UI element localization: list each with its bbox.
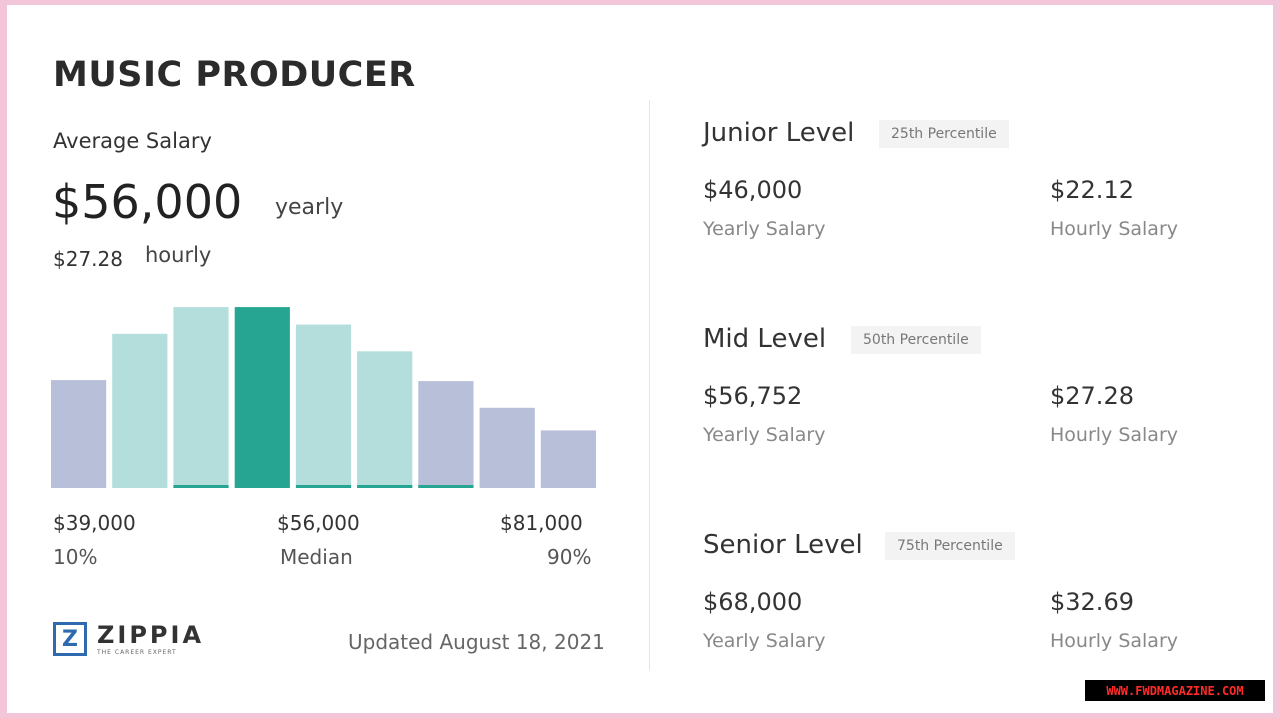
- level-mid: Mid Level 50th Percentile $56,752 Yearly…: [703, 324, 1203, 474]
- tick-label-high: 90%: [547, 545, 592, 569]
- level-yearly-value: $46,000: [703, 176, 803, 204]
- level-hourly-label: Hourly Salary: [1050, 424, 1179, 446]
- salary-card: MUSIC PRODUCER Average Salary $56,000 ye…: [7, 5, 1273, 713]
- tick-value-median: $56,000: [277, 511, 360, 535]
- histogram-bar-3: [234, 307, 290, 488]
- percentile-badge: 75th Percentile: [885, 532, 1015, 560]
- level-senior: Senior Level 75th Percentile $68,000 Yea…: [703, 530, 1203, 680]
- tick-label-median: Median: [280, 545, 353, 569]
- histogram-bar-1: [112, 333, 168, 488]
- histogram-bar-baseline-6: [418, 485, 474, 488]
- column-divider: [649, 100, 650, 670]
- watermark-banner: WWW.FWDMAGAZINE.COM: [1085, 680, 1265, 701]
- histogram-bar-6: [418, 381, 474, 488]
- salary-histogram-svg: [51, 307, 596, 488]
- level-hourly-label: Hourly Salary: [1050, 218, 1179, 240]
- logo-tagline: THE CAREER EXPERT: [97, 648, 177, 656]
- histogram-bar-0: [51, 380, 107, 488]
- histogram-bar-baseline-5: [357, 485, 413, 488]
- updated-date: Updated August 18, 2021: [348, 630, 605, 654]
- histogram-bar-4: [295, 324, 352, 488]
- average-hourly-value: $27.28: [53, 247, 123, 271]
- salary-histogram: [51, 303, 596, 488]
- zippia-logo[interactable]: Z ZIPPIA THE CAREER EXPERT: [53, 622, 204, 656]
- level-name: Senior Level: [703, 530, 863, 560]
- histogram-bar-5: [357, 351, 413, 488]
- logo-name: ZIPPIA: [97, 620, 205, 649]
- level-yearly-label: Yearly Salary: [703, 630, 826, 652]
- level-hourly-value: $22.12: [1050, 176, 1134, 204]
- level-yearly-value: $56,752: [703, 382, 803, 410]
- level-yearly-value: $68,000: [703, 588, 803, 616]
- tick-value-low: $39,000: [53, 511, 136, 535]
- histogram-bar-8: [540, 430, 596, 488]
- level-name: Mid Level: [703, 324, 827, 354]
- level-hourly-value: $27.28: [1050, 382, 1134, 410]
- tick-label-low: 10%: [53, 545, 98, 569]
- page-title: MUSIC PRODUCER: [53, 55, 416, 95]
- histogram-bar-baseline-2: [173, 485, 229, 488]
- level-hourly-value: $32.69: [1050, 588, 1134, 616]
- level-name: Junior Level: [703, 118, 855, 148]
- percentile-badge: 25th Percentile: [879, 120, 1009, 148]
- histogram-bar-2: [173, 307, 229, 488]
- average-salary-label: Average Salary: [53, 129, 212, 153]
- level-yearly-label: Yearly Salary: [703, 424, 826, 446]
- level-junior: Junior Level 25th Percentile $46,000 Yea…: [703, 118, 1203, 268]
- tick-value-high: $81,000: [500, 511, 583, 535]
- histogram-bar-baseline-4: [295, 485, 352, 488]
- level-yearly-label: Yearly Salary: [703, 218, 826, 240]
- zippia-z-icon: Z: [53, 622, 87, 656]
- level-hourly-label: Hourly Salary: [1050, 630, 1179, 652]
- average-yearly-unit: yearly: [275, 195, 344, 220]
- average-yearly-value: $56,000: [52, 175, 243, 229]
- percentile-badge: 50th Percentile: [851, 326, 981, 354]
- average-hourly-unit: hourly: [145, 243, 212, 267]
- histogram-bar-7: [479, 407, 535, 488]
